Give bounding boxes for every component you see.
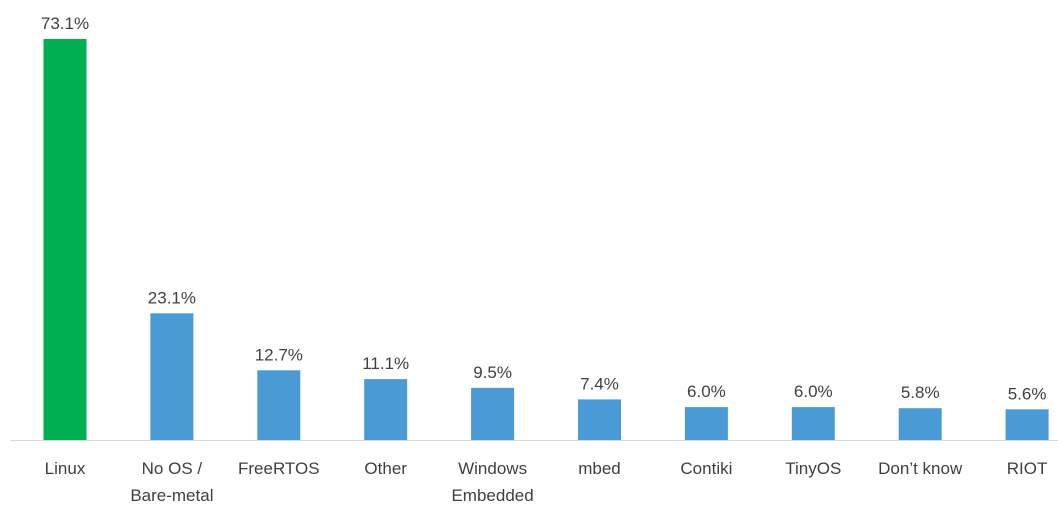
- data-label: 7.4%: [580, 374, 619, 393]
- data-label: 6.0%: [687, 382, 726, 401]
- data-label: 23.1%: [148, 288, 196, 307]
- category-label: RIOT: [1007, 459, 1048, 478]
- bar: [684, 407, 728, 440]
- bar: [150, 313, 194, 440]
- bar: [898, 408, 942, 440]
- category-label: Linux: [45, 459, 86, 478]
- bar: [578, 399, 621, 440]
- bar: [364, 379, 408, 440]
- data-label: 11.1%: [362, 354, 409, 373]
- category-label: No OS /: [142, 459, 203, 478]
- data-label: 6.0%: [794, 382, 833, 401]
- data-label: 73.1%: [41, 14, 89, 33]
- data-label: 5.8%: [901, 383, 940, 402]
- data-label: 9.5%: [473, 363, 512, 382]
- category-label: Windows: [458, 459, 527, 478]
- category-label: Embedded: [451, 486, 533, 505]
- category-label: FreeRTOS: [238, 459, 320, 478]
- bar: [471, 387, 515, 440]
- category-label: Contiki: [680, 459, 732, 478]
- data-label: 12.7%: [255, 345, 303, 364]
- category-label: mbed: [578, 459, 621, 478]
- category-label: Don’t know: [878, 459, 963, 478]
- category-label: TinyOS: [785, 459, 841, 478]
- bar: [257, 370, 301, 440]
- category-label: Bare-metal: [130, 486, 213, 505]
- category-label: Other: [364, 459, 407, 478]
- bar: [791, 407, 835, 440]
- bar: [1005, 409, 1049, 440]
- bar: [43, 39, 87, 440]
- data-label: 5.6%: [1008, 384, 1047, 403]
